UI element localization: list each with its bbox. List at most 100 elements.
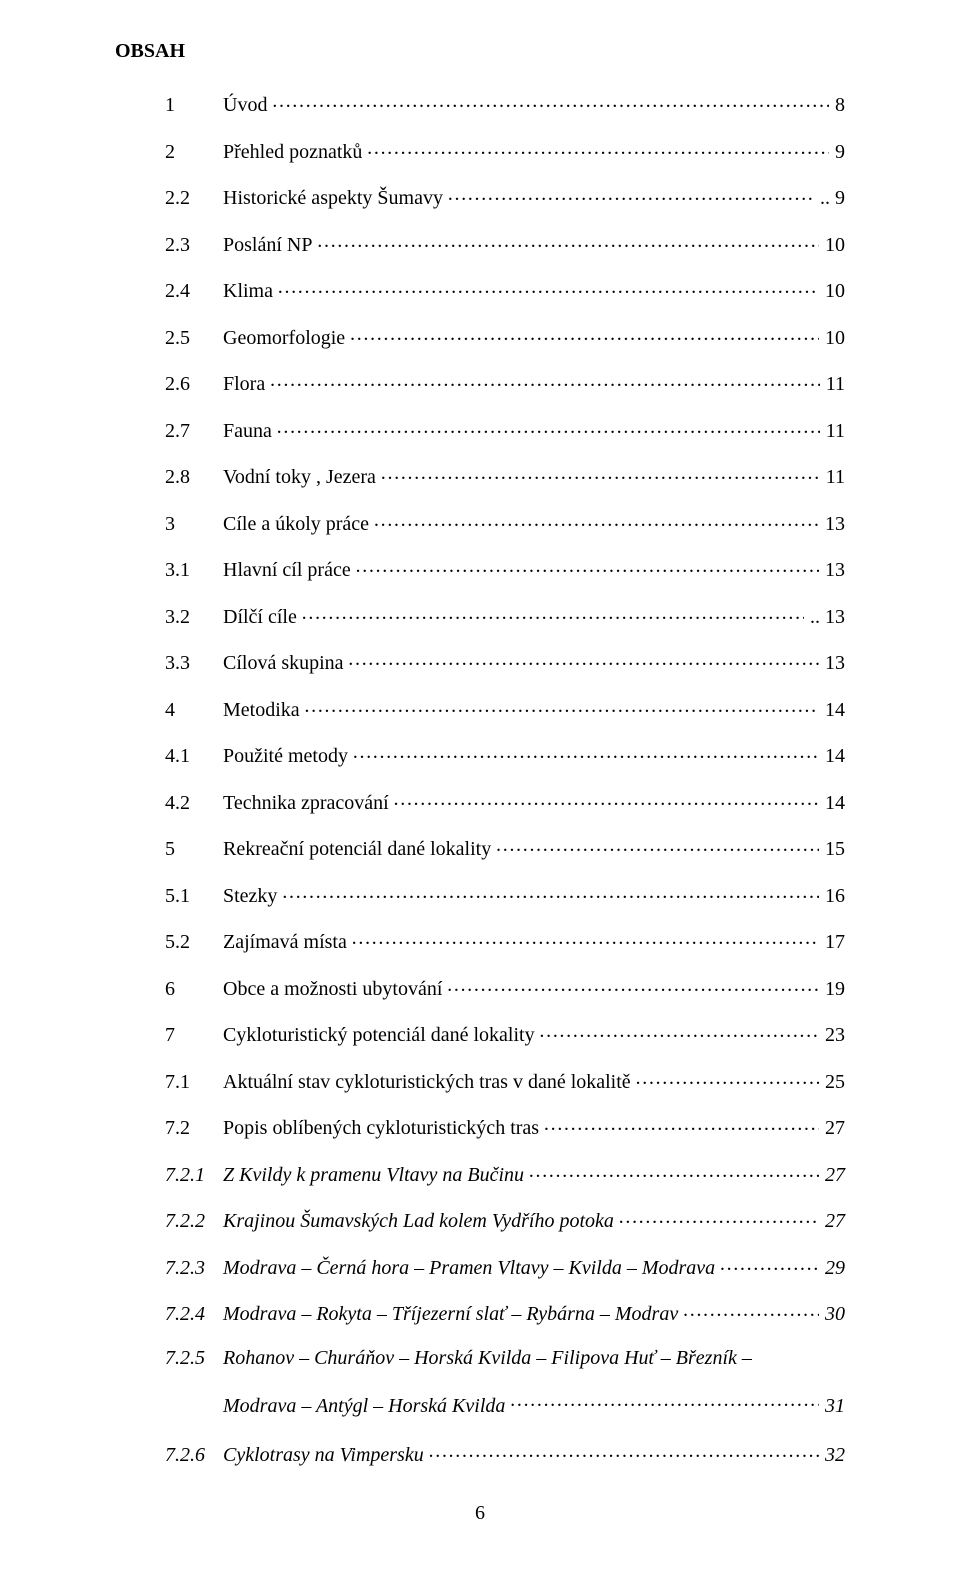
toc-entry-label: Klima bbox=[223, 281, 277, 301]
toc-entry-number: 3.3 bbox=[165, 653, 223, 673]
toc-entry-page: 25 bbox=[819, 1072, 845, 1092]
toc-entry-page: 15 bbox=[819, 839, 845, 859]
toc-leader bbox=[446, 975, 819, 995]
toc-entry-page: 10 bbox=[819, 281, 845, 301]
toc-entry-page: 29 bbox=[819, 1258, 845, 1278]
toc-entry-number: 4.1 bbox=[165, 746, 223, 766]
toc-entry-label: Cílová skupina bbox=[223, 653, 348, 673]
toc-entry-number: 2 bbox=[165, 142, 223, 162]
toc-row: 7.2.6Cyklotrasy na Vimpersku 32 bbox=[165, 1441, 845, 1465]
toc-entry-label: Popis oblíbených cykloturistických tras bbox=[223, 1118, 543, 1138]
toc-leader bbox=[428, 1441, 819, 1461]
toc-row: 5Rekreační potenciál dané lokality 15 bbox=[165, 835, 845, 859]
toc-row: 2.3Poslání NP 10 bbox=[165, 231, 845, 255]
toc-row: 6Obce a možnosti ubytování 19 bbox=[165, 975, 845, 999]
toc-leader bbox=[393, 789, 819, 809]
toc-entry-page: 14 bbox=[819, 700, 845, 720]
toc-leader bbox=[635, 1068, 819, 1088]
toc-row: 2Přehled poznatků 9 bbox=[165, 138, 845, 162]
toc-row: 2.8Vodní toky , Jezera 11 bbox=[165, 463, 845, 487]
toc-entry-label: Geomorfologie bbox=[223, 328, 349, 348]
toc-entry-number: 7.2.4 bbox=[165, 1304, 223, 1324]
toc-entry-number: 6 bbox=[165, 979, 223, 999]
toc-entry-page: 31 bbox=[819, 1395, 845, 1418]
toc-row: 3.2Dílčí cíle.. 13 bbox=[165, 603, 845, 627]
toc-entry-page: 13 bbox=[819, 560, 845, 580]
toc-entry-page: 11 bbox=[820, 374, 845, 394]
toc-entry-number: 7.2.6 bbox=[165, 1445, 223, 1465]
toc-entry-label: Poslání NP bbox=[223, 235, 316, 255]
toc-leader bbox=[495, 835, 819, 855]
toc-leader bbox=[719, 1254, 819, 1274]
toc-entry-page: 9 bbox=[829, 142, 845, 162]
toc-row: 4.1Použité metody 14 bbox=[165, 742, 845, 766]
toc-entry-number: 2.2 bbox=[165, 188, 223, 208]
toc-entry-label: Flora bbox=[223, 374, 269, 394]
toc-leader bbox=[304, 696, 819, 716]
toc-leader bbox=[355, 556, 819, 576]
toc-entry-page: 27 bbox=[819, 1118, 845, 1138]
toc-entry-page: 19 bbox=[819, 979, 845, 999]
toc-entry-number: 3.2 bbox=[165, 607, 223, 627]
toc-entry-number: 7.2.5 bbox=[165, 1347, 223, 1370]
toc-entry-label: Modrava – Černá hora – Pramen Vltavy – K… bbox=[223, 1258, 719, 1278]
toc-body: 1Úvod 8 2Přehled poznatků 9 2.2Historické … bbox=[165, 91, 845, 1465]
toc-leader bbox=[316, 231, 819, 251]
toc-entry-label: Fauna bbox=[223, 421, 276, 441]
toc-leader bbox=[447, 184, 814, 204]
toc-row: 7.2.1Z Kvildy k pramenu Vltavy na Bučinu… bbox=[165, 1161, 845, 1185]
toc-entry-label: Cyklotrasy na Vimpersku bbox=[223, 1445, 428, 1465]
toc-row: 2.4Klima 10 bbox=[165, 277, 845, 301]
toc-entry-number: 7 bbox=[165, 1025, 223, 1045]
toc-leader bbox=[348, 649, 819, 669]
toc-entry-number: 3.1 bbox=[165, 560, 223, 580]
toc-row: 7.2.2Krajinou Šumavských Lad kolem Vydří… bbox=[165, 1207, 845, 1231]
toc-entry-number: 7.2.2 bbox=[165, 1211, 223, 1231]
toc-row: 7.1Aktuální stav cykloturistických tras … bbox=[165, 1068, 845, 1092]
toc-leader bbox=[351, 928, 819, 948]
toc-entry-label: Cykloturistický potenciál dané lokality bbox=[223, 1025, 539, 1045]
toc-entry-label: Cíle a úkoly práce bbox=[223, 514, 373, 534]
toc-entry-number: 7.2 bbox=[165, 1118, 223, 1138]
toc-row: 3.1Hlavní cíl práce 13 bbox=[165, 556, 845, 580]
toc-leader bbox=[528, 1161, 819, 1181]
toc-row: 1Úvod 8 bbox=[165, 91, 845, 115]
toc-entry-page: 11 bbox=[820, 421, 845, 441]
toc-entry-number: 7.1 bbox=[165, 1072, 223, 1092]
toc-leader bbox=[380, 463, 820, 483]
toc-row: 4.2Technika zpracování 14 bbox=[165, 789, 845, 813]
toc-entry-label-cont: Modrava – Antýgl – Horská Kvilda bbox=[223, 1395, 509, 1418]
toc-entry-label: Hlavní cíl práce bbox=[223, 560, 355, 580]
toc-entry-page: 13 bbox=[819, 653, 845, 673]
toc-entry-label: Modrava – Rokyta – Tříjezerní slať – Ryb… bbox=[223, 1304, 682, 1324]
toc-entry-number: 3 bbox=[165, 514, 223, 534]
toc-row: 2.2Historické aspekty Šumavy.. 9 bbox=[165, 184, 845, 208]
toc-entry-label: Technika zpracování bbox=[223, 793, 393, 813]
toc-entry-label: Dílčí cíle bbox=[223, 607, 301, 627]
toc-entry-page: 32 bbox=[819, 1445, 845, 1465]
toc-entry-label: Úvod bbox=[223, 95, 271, 115]
toc-entry-page: 13 bbox=[819, 514, 845, 534]
toc-entry-number: 7.2.1 bbox=[165, 1165, 223, 1185]
toc-title: OBSAH bbox=[115, 40, 845, 63]
toc-entry-number: 2.6 bbox=[165, 374, 223, 394]
toc-entry-page: 16 bbox=[819, 886, 845, 906]
toc-entry-page: 10 bbox=[819, 235, 845, 255]
document-page: OBSAH 1Úvod 8 2Přehled poznatků 9 2.2Histo… bbox=[0, 0, 960, 1575]
toc-entry-page: 14 bbox=[819, 793, 845, 813]
toc-entry-page: 27 bbox=[819, 1165, 845, 1185]
toc-entry-number: 2.8 bbox=[165, 467, 223, 487]
toc-entry-number: 5.1 bbox=[165, 886, 223, 906]
toc-entry-label: Obce a možnosti ubytování bbox=[223, 979, 446, 999]
toc-entry-page: 17 bbox=[819, 932, 845, 952]
toc-entry-label: Krajinou Šumavských Lad kolem Vydřího po… bbox=[223, 1211, 618, 1231]
toc-entry-number: 4.2 bbox=[165, 793, 223, 813]
page-number-footer: 6 bbox=[0, 1502, 960, 1525]
toc-leader bbox=[682, 1300, 819, 1320]
toc-entry-page: 11 bbox=[820, 467, 845, 487]
toc-leader bbox=[509, 1392, 819, 1412]
toc-leader bbox=[543, 1114, 819, 1134]
toc-leader bbox=[271, 91, 829, 111]
toc-row: 4Metodika 14 bbox=[165, 696, 845, 720]
toc-entry-number: 5 bbox=[165, 839, 223, 859]
